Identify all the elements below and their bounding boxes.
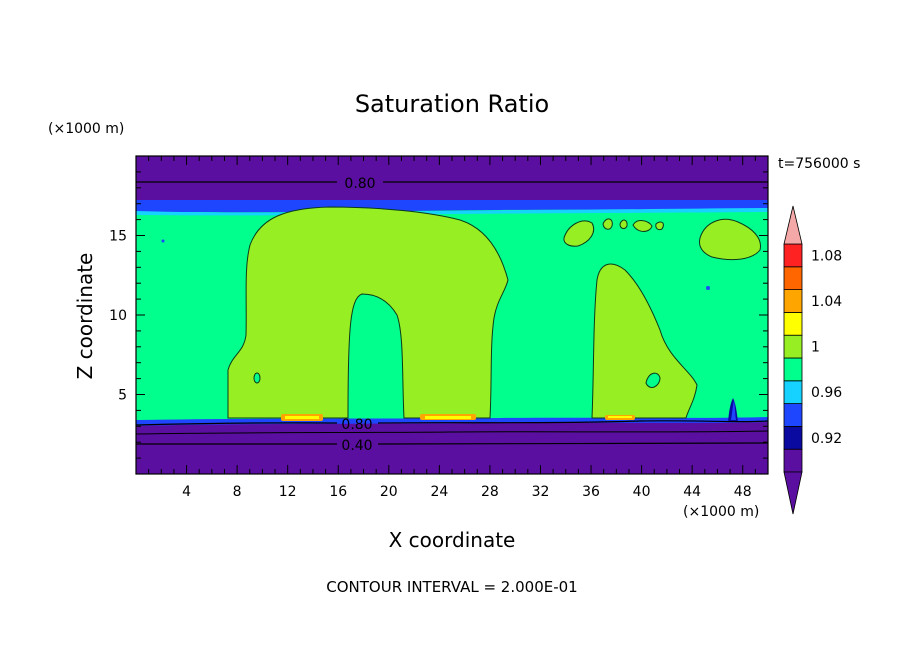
upper-blue-band	[136, 200, 768, 213]
contour-line-lower-3	[136, 442, 768, 445]
x-tick-label: 8	[233, 484, 242, 500]
colorbar-box	[783, 266, 803, 290]
colorbar-bottom-arrow	[783, 471, 803, 515]
x-tick-label: 48	[734, 484, 752, 500]
plume-right	[591, 263, 698, 419]
base-patch-1-core	[285, 416, 319, 419]
colorbar-box	[783, 289, 803, 313]
plume-small-3	[619, 219, 628, 229]
plume-small-2	[602, 218, 613, 230]
x-tick-label: 32	[532, 484, 550, 500]
x-axis-label: X coordinate	[389, 528, 516, 552]
base-patch-2-core	[425, 416, 471, 419]
lower-dry-layer	[136, 420, 768, 474]
chart-title: Saturation Ratio	[355, 90, 549, 118]
y-tick-label: 5	[118, 388, 127, 404]
colorbar: 0.92 0.96 1 1.04 1.08	[783, 205, 842, 515]
y-unit-label: (×1000 m)	[48, 121, 124, 137]
colorbar-box	[783, 380, 803, 404]
contour-interval-note: CONTOUR INTERVAL = 2.000E-01	[326, 578, 577, 596]
x-tick-label: 24	[430, 484, 448, 500]
x-tick-label: 28	[481, 484, 499, 500]
plume-small-5	[655, 221, 664, 231]
contour-label-mid: 0.80	[341, 417, 372, 433]
contour-label-lower: 0.40	[341, 438, 372, 454]
colorbar-box	[783, 425, 803, 450]
x-unit-label: (×1000 m)	[683, 504, 759, 520]
x-tick-label: 16	[329, 484, 347, 500]
colorbar-box	[783, 448, 803, 473]
contour-line-lower-2	[136, 430, 768, 435]
colorbar-label: 0.92	[811, 431, 842, 447]
x-tick-label: 44	[683, 484, 701, 500]
plume-far-right	[699, 218, 761, 261]
upper-dry-layer	[136, 156, 768, 204]
x-tick-label: 40	[633, 484, 651, 500]
colorbar-top-arrow	[783, 205, 803, 245]
plume-hole-2	[645, 372, 661, 388]
colorbar-box	[783, 334, 803, 359]
colorbar-box	[783, 357, 803, 382]
plume-small-4	[632, 220, 653, 232]
contour-label-upper: 0.80	[344, 176, 375, 192]
colorbar-label: 0.96	[811, 385, 842, 401]
x-tick-label: 36	[582, 484, 600, 500]
speck-2	[706, 286, 710, 290]
plot-area	[136, 156, 768, 474]
colorbar-label: 1	[811, 340, 820, 356]
colorbar-label: 1.04	[811, 294, 842, 310]
colorbar-label: 1.08	[811, 248, 842, 264]
y-tick-label: 15	[109, 229, 127, 245]
colorbar-box	[783, 403, 803, 427]
plume-small-1	[563, 220, 595, 247]
x-tick-label: 4	[182, 484, 191, 500]
time-label: t=756000 s	[778, 156, 860, 172]
x-tick-label: 20	[380, 484, 398, 500]
x-tick-label: 12	[279, 484, 297, 500]
plume-arch	[227, 206, 509, 419]
dry-spike-core	[731, 400, 736, 420]
y-axis-label: Z coordinate	[73, 253, 97, 380]
y-tick-label: 10	[109, 308, 127, 324]
speck-1	[161, 239, 165, 243]
plume-hole-1	[253, 372, 261, 384]
base-patch-3-core	[608, 416, 632, 418]
colorbar-box	[783, 311, 803, 336]
colorbar-box	[783, 243, 803, 268]
contour-line-lower-1	[136, 420, 768, 426]
